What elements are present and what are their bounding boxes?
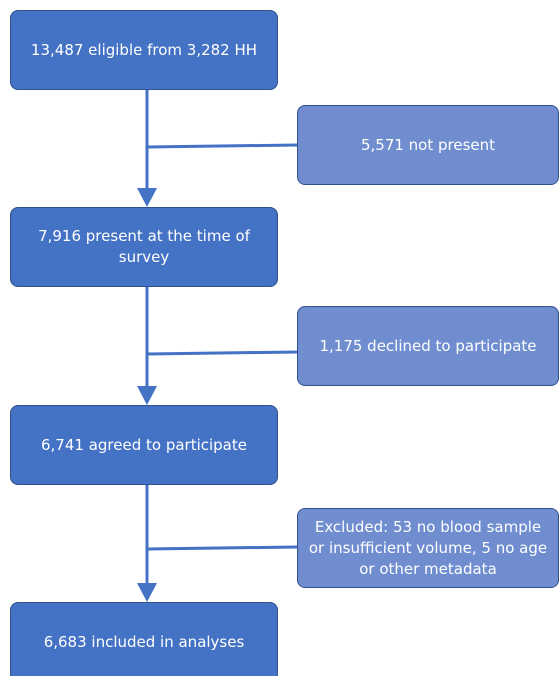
arrow-head (137, 188, 157, 207)
exclusion-box: 1,175 declined to participate (297, 306, 559, 386)
step-box: 6,741 agreed to participate (10, 405, 278, 485)
exclusion-box: Excluded: 53 no blood sample or insuffic… (297, 508, 559, 588)
step-box: 6,683 included in analyses (10, 602, 278, 676)
branch-line (146, 545, 298, 551)
step-box: 7,916 present at the time of survey (10, 207, 278, 287)
arrow-head (137, 583, 157, 602)
arrow-head (137, 386, 157, 405)
exclusion-box: 5,571 not present (297, 105, 559, 185)
step-box: 13,487 eligible from 3,282 HH (10, 10, 278, 90)
branch-line (146, 143, 298, 149)
branch-line (146, 350, 298, 356)
